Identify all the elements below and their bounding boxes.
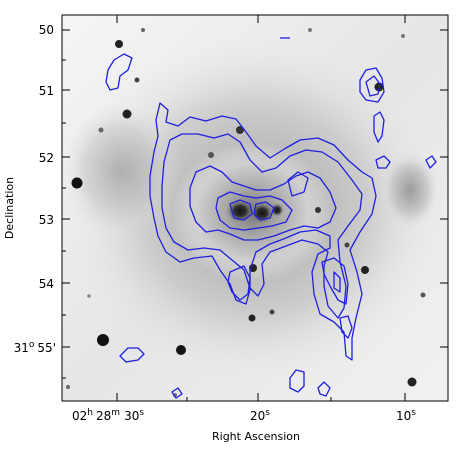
x-tick-s: 20 [250, 409, 265, 423]
tick-marks [62, 15, 448, 401]
x-tick-h-unit: h [87, 408, 93, 418]
x-tick-m: 28 [96, 409, 111, 423]
y-tick-arcmin: 55' [37, 341, 56, 355]
right-galaxy [380, 150, 440, 230]
contour-right-small [375, 155, 391, 169]
contour-outer-2 [161, 133, 363, 319]
star [407, 377, 417, 387]
sky-image [62, 15, 448, 401]
star [420, 292, 426, 298]
star [98, 127, 104, 133]
star [141, 28, 145, 32]
star [71, 177, 83, 189]
central-galaxy-c [270, 203, 284, 217]
contour-bottom-left [119, 347, 145, 363]
x-tick-s-unit: s [139, 408, 144, 418]
x-tick-s-unit: s [265, 408, 270, 418]
contour-tail-inner [333, 271, 341, 293]
star [344, 242, 350, 248]
x-tick-s: 30 [124, 409, 139, 423]
contour-outer [149, 102, 377, 361]
y-tick-label: 51 [39, 84, 54, 98]
contour-bottom-right [317, 381, 331, 397]
contour-core-b [253, 201, 275, 221]
contour-core-a [229, 199, 253, 221]
x-tick-labels: 02h 28m 30s 20s 10s [72, 408, 416, 423]
star [361, 266, 369, 274]
y-tick-labels: 50 51 52 53 54 31o 55' [14, 23, 56, 355]
star [87, 294, 91, 298]
y-tick-label-31-55: 31o 55' [14, 340, 56, 355]
x-tick-label-20s: 20s [250, 408, 270, 423]
left-diffuse [62, 100, 180, 240]
x-tick-label-10s: 10s [396, 408, 416, 423]
y-tick-label: 54 [39, 277, 54, 291]
x-tick-m-unit: m [111, 408, 120, 418]
plot-frame [61, 14, 449, 402]
star [269, 309, 275, 315]
y-tick-label: 52 [39, 151, 54, 165]
y-tick-label: 50 [39, 23, 54, 37]
star [308, 28, 312, 32]
contour-inner [215, 191, 293, 231]
star [315, 207, 321, 213]
star [248, 314, 256, 322]
x-tick-label-02h28m30s: 02h 28m 30s [72, 408, 144, 423]
x-tick-h: 02 [72, 409, 87, 423]
x-tick-s-unit: s [411, 408, 416, 418]
x-axis-title: Right Ascension [212, 430, 300, 443]
star [134, 77, 140, 83]
y-tick-deg: 31 [14, 341, 29, 355]
contour-bottom-small [171, 387, 183, 399]
contour-right-strip [373, 111, 385, 143]
y-tick-deg-sup: o [29, 340, 35, 350]
contour-tail [321, 257, 349, 305]
star [66, 385, 70, 389]
star [122, 109, 132, 119]
contour-topright-inner [365, 75, 381, 97]
contour-tail-lower [339, 315, 353, 339]
contour-far-right [425, 155, 437, 169]
star [236, 126, 244, 134]
contour-bottom-mid [289, 369, 305, 393]
star [401, 34, 405, 38]
y-tick-label: 53 [39, 213, 54, 227]
contour-lines [105, 37, 437, 399]
contour-topleft [105, 53, 133, 91]
star [115, 40, 123, 48]
y-axis-title: Declination [3, 177, 16, 239]
x-tick-s: 10 [396, 409, 411, 423]
contour-right-arm [287, 171, 309, 197]
star [208, 152, 214, 158]
contour-left-blob [227, 265, 251, 301]
contour-mid [189, 165, 337, 241]
contour-topright [359, 67, 385, 103]
star [176, 345, 186, 355]
star [97, 334, 109, 346]
